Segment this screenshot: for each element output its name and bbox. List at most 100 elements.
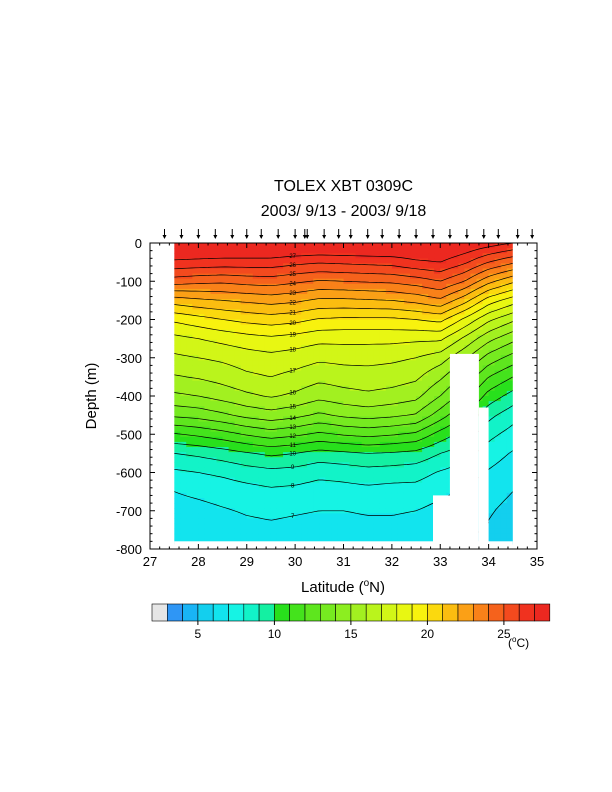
- field-cell: [410, 304, 417, 310]
- field-cell: [192, 401, 199, 407]
- field-cell: [422, 278, 429, 285]
- field-cell: [446, 278, 453, 285]
- field-cell: [391, 503, 399, 509]
- y-tick-label: -600: [116, 466, 142, 481]
- field-cell: [379, 355, 387, 361]
- field-cell: [246, 436, 254, 443]
- field-cell: [313, 518, 320, 525]
- field-cell: [264, 375, 272, 382]
- field-cell: [186, 462, 193, 468]
- field-cell: [240, 508, 248, 514]
- field-cell: [500, 401, 508, 407]
- field-cell: [222, 498, 230, 504]
- field-cell: [428, 498, 435, 504]
- field-cell: [494, 518, 502, 525]
- field-cell: [506, 411, 514, 417]
- field-cell: [180, 416, 187, 423]
- field-cell: [295, 528, 302, 535]
- field-cell: [331, 513, 339, 519]
- field-cell: [428, 345, 435, 351]
- field-cell: [270, 248, 278, 254]
- field-cell: [228, 411, 236, 417]
- field-cell: [313, 498, 320, 504]
- field-cell: [246, 258, 254, 264]
- field-cell: [246, 385, 254, 392]
- field-cell: [198, 278, 206, 285]
- field-cell: [488, 441, 496, 448]
- field-cell: [270, 304, 278, 310]
- field-cell: [373, 416, 381, 423]
- field-cell: [258, 498, 266, 504]
- field-cell: [434, 258, 441, 264]
- station-arrowhead: [464, 235, 469, 239]
- field-cell: [494, 253, 502, 259]
- field-cell: [264, 503, 272, 509]
- field-cell: [313, 528, 320, 535]
- field-cell: [379, 304, 387, 310]
- colorbar-swatch: [243, 603, 260, 622]
- field-cell: [295, 268, 302, 275]
- field-cell: [198, 436, 206, 443]
- field-cell: [325, 309, 333, 315]
- field-cell: [416, 518, 423, 525]
- field-cell: [204, 243, 212, 249]
- field-cell: [210, 283, 218, 290]
- field-cell: [391, 319, 399, 326]
- field-cell: [216, 533, 224, 540]
- field-cell: [252, 334, 260, 341]
- field-cell: [234, 309, 242, 315]
- field-cell: [391, 436, 399, 443]
- field-cell: [367, 263, 375, 270]
- contour-label: 20: [289, 321, 296, 327]
- field-cell: [343, 533, 351, 540]
- field-cell: [410, 375, 417, 382]
- field-cell: [186, 431, 193, 438]
- field-cell: [307, 533, 314, 540]
- field-cell: [428, 390, 435, 397]
- field-cell: [379, 528, 387, 535]
- colorbar-swatch: [518, 603, 535, 622]
- field-cell: [307, 360, 314, 366]
- field-cell: [283, 304, 290, 310]
- field-cell: [246, 447, 254, 453]
- field-cell: [204, 472, 212, 479]
- field-cell: [270, 253, 278, 259]
- field-cell: [355, 294, 363, 300]
- field-cell: [295, 385, 302, 392]
- field-cell: [222, 426, 230, 433]
- field-cell: [440, 329, 447, 336]
- field-cell: [180, 278, 187, 285]
- field-cell: [416, 411, 423, 417]
- field-cell: [494, 385, 502, 392]
- field-cell: [319, 523, 326, 530]
- field-cell: [397, 294, 405, 300]
- field-cell: [494, 523, 502, 530]
- field-cell: [270, 508, 278, 514]
- field-cell: [494, 426, 502, 433]
- field-cell: [500, 523, 508, 530]
- field-cell: [373, 411, 381, 417]
- field-cell: [301, 396, 308, 402]
- field-cell: [458, 243, 466, 249]
- field-cell: [313, 385, 320, 392]
- field-cell: [319, 243, 326, 249]
- field-cell: [240, 278, 248, 285]
- field-cell: [252, 294, 260, 300]
- field-cell: [198, 258, 206, 264]
- field-cell: [276, 243, 284, 249]
- field-cell: [186, 411, 193, 417]
- field-cell: [276, 401, 284, 407]
- field-cell: [379, 411, 387, 417]
- field-cell: [240, 380, 248, 387]
- field-cell: [343, 319, 351, 326]
- field-cell: [276, 462, 284, 468]
- field-cell: [270, 436, 278, 443]
- field-cell: [391, 472, 399, 479]
- field-cell: [337, 319, 345, 326]
- field-cell: [410, 380, 417, 387]
- colorbar-swatch: [258, 603, 275, 622]
- field-cell: [264, 482, 272, 489]
- field-cell: [198, 360, 206, 366]
- field-cell: [349, 360, 357, 366]
- field-cell: [180, 411, 187, 417]
